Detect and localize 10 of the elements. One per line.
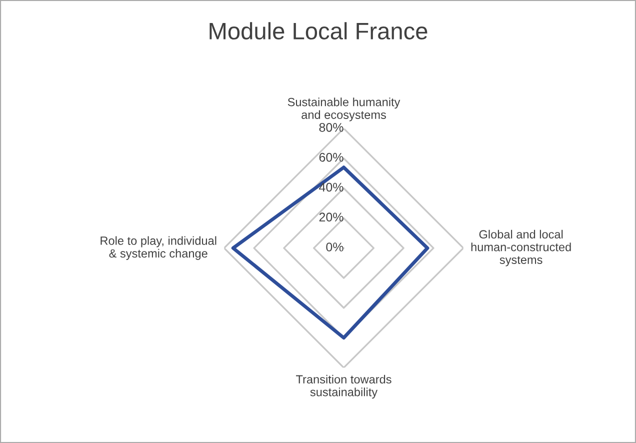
spoke-label: Role to play, individual & systemic change (100, 236, 216, 260)
spoke-label: Global and local human-constructed systems (471, 230, 571, 266)
y-tick-label: 80% (319, 122, 344, 132)
y-tick-label: 20% (319, 212, 344, 222)
chart-title: Module Local France (210, 22, 428, 40)
spoke-label: Transition towards sustainability (296, 374, 392, 399)
y-tick-label: 60% (319, 152, 344, 162)
y-tick-label: 0% (326, 242, 344, 252)
y-tick-label: 40% (319, 182, 344, 192)
spoke-label: Sustainable humanity and ecosystems (288, 98, 400, 122)
